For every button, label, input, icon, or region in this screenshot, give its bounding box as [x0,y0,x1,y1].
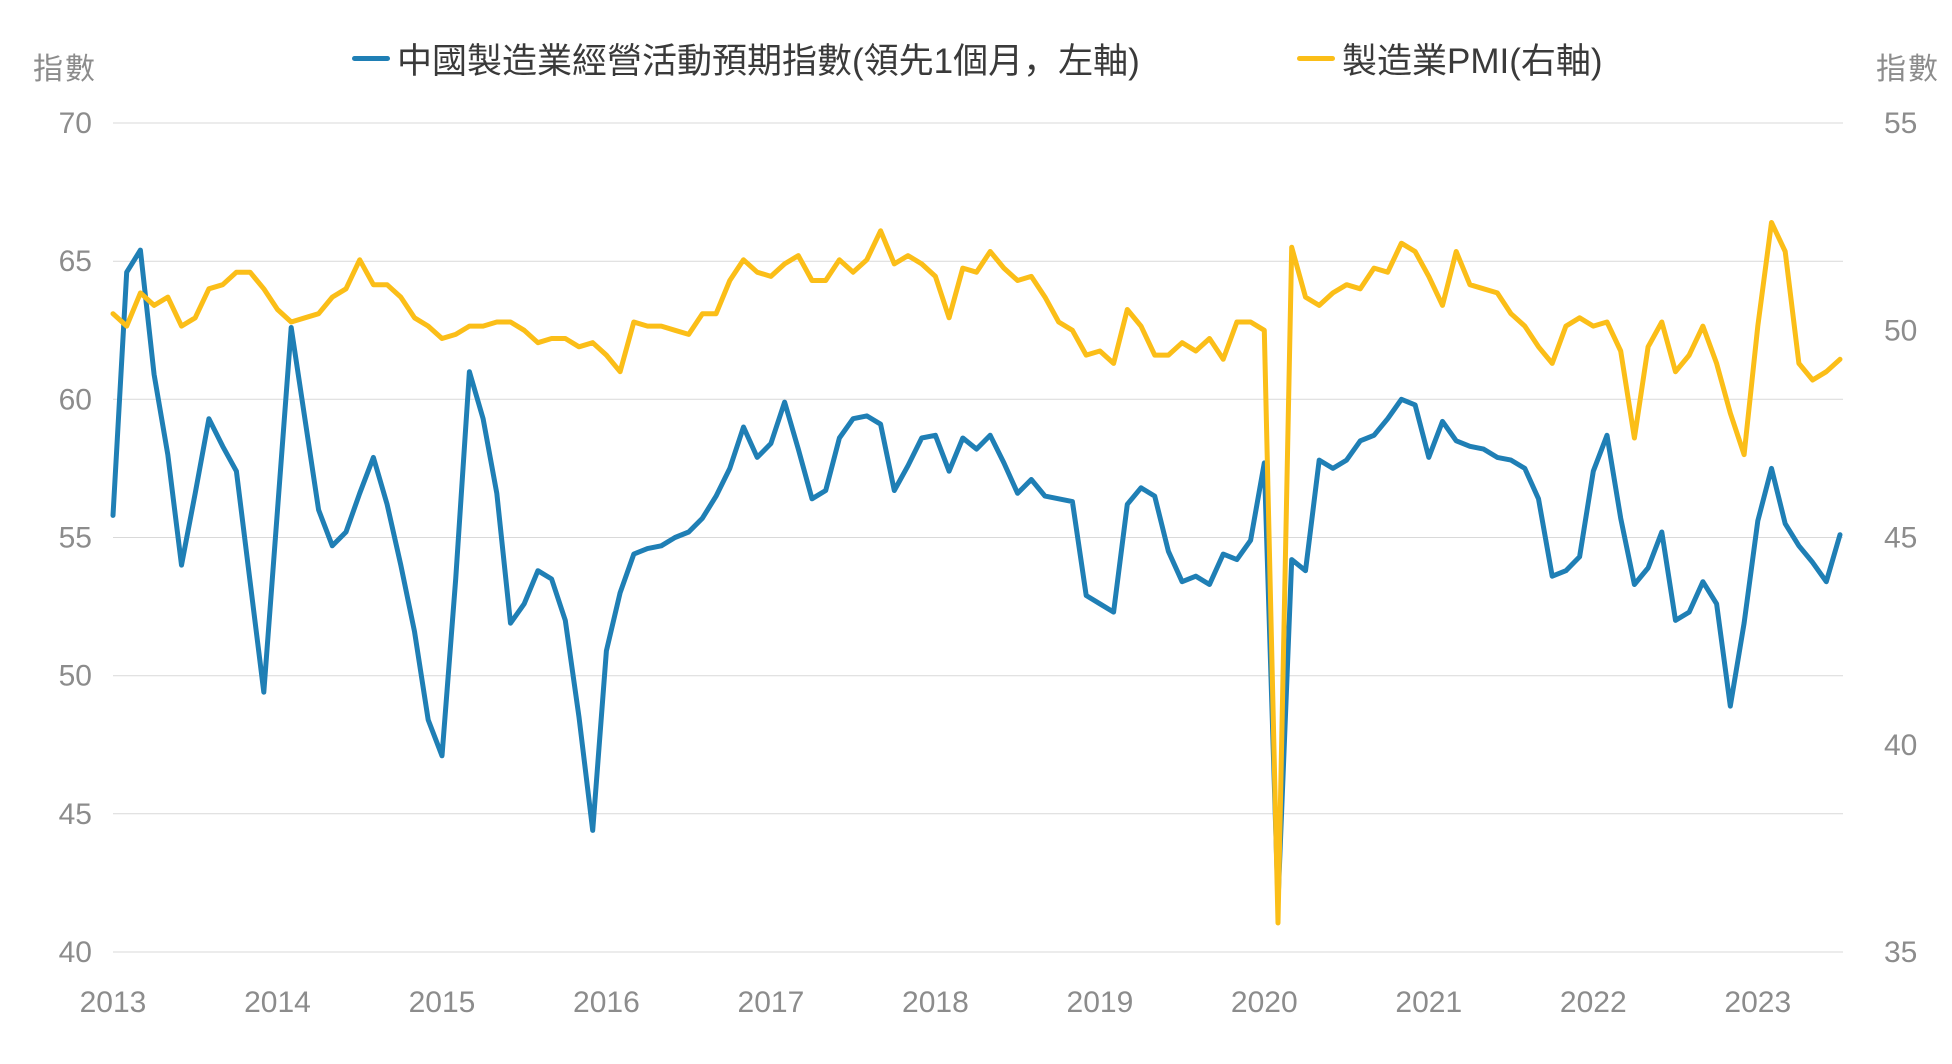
x-tick-2014: 2014 [244,986,311,1019]
legend-item-pmi: 製造業PMI(右軸) [1297,36,1603,81]
series-line-expectation-index [110,247,1843,905]
x-tick-2018: 2018 [902,986,969,1019]
left-tick-45: 45 [59,798,92,831]
x-tick-2019: 2019 [1067,986,1134,1019]
left-tick-40: 40 [59,936,92,969]
data-series-lines [110,220,1843,926]
right-tick-50: 50 [1884,314,1917,347]
legend-label-expectation-index: 中國製造業經營活動預期指數(領先1個月，左軸) [397,41,1140,81]
legend-label-pmi: 製造業PMI(右軸) [1342,41,1603,81]
right-axis-tick-labels: 35 40 45 50 55 [1884,107,1917,969]
x-tick-2023: 2023 [1724,986,1791,1019]
x-tick-2016: 2016 [573,986,640,1019]
right-axis-unit-label: 指數 [1876,53,1940,86]
left-tick-50: 50 [59,660,92,693]
left-tick-60: 60 [59,383,92,416]
x-tick-2022: 2022 [1560,986,1627,1019]
right-tick-55: 55 [1884,107,1917,140]
legend-line-swatch-yellow [1297,55,1335,61]
x-tick-2017: 2017 [738,986,805,1019]
x-tick-2020: 2020 [1231,986,1298,1019]
x-tick-2021: 2021 [1395,986,1462,1019]
x-tick-2015: 2015 [409,986,476,1019]
right-tick-45: 45 [1884,522,1917,555]
legend-line-swatch-blue [352,55,390,61]
left-tick-70: 70 [59,107,92,140]
horizontal-gridlines [113,122,1843,953]
right-tick-40: 40 [1884,729,1917,762]
left-axis-tick-labels: 40 45 50 55 60 65 70 [59,107,92,969]
legend-item-expectation-index: 中國製造業經營活動預期指數(領先1個月，左軸) [352,36,1140,81]
series-line-pmi [110,220,1843,926]
right-tick-35: 35 [1884,936,1917,969]
left-axis-unit-label: 指數 [33,53,97,86]
left-tick-65: 65 [59,245,92,278]
x-axis-year-labels: 2013 2014 2015 2016 2017 2018 2019 2020 2021 2022… [80,986,1792,1019]
left-tick-55: 55 [59,522,92,555]
x-tick-2013: 2013 [80,986,147,1019]
